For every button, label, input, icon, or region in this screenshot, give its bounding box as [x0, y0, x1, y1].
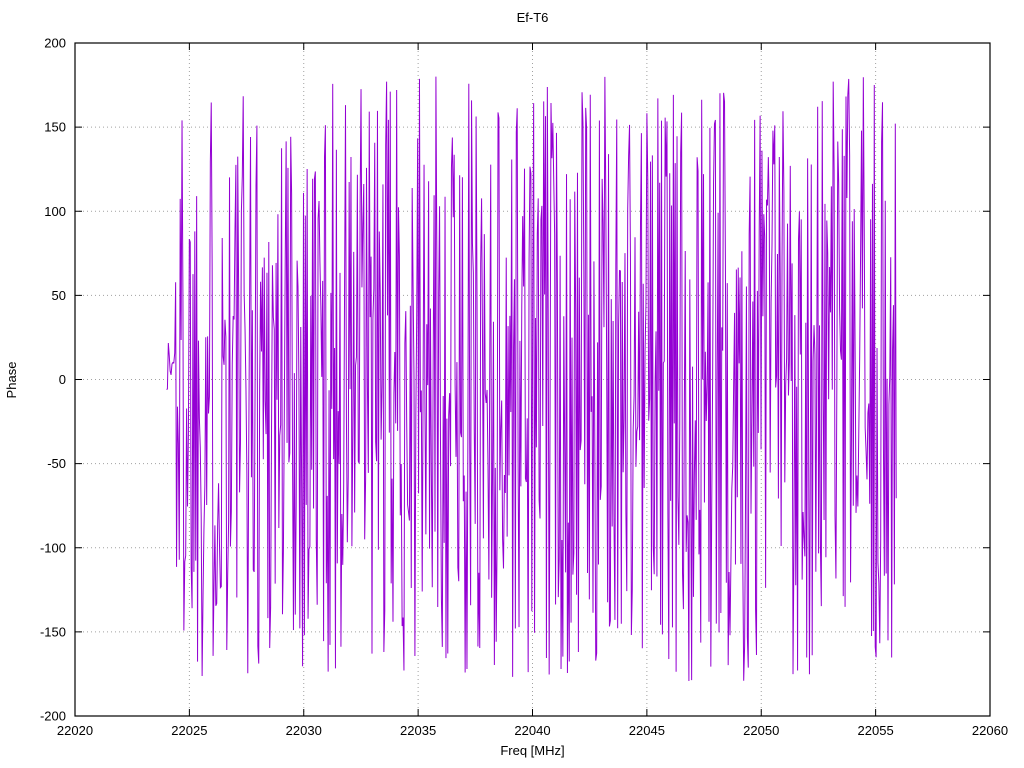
y-tick-label: 0 [59, 372, 66, 387]
y-tick-label: -200 [40, 709, 66, 724]
x-tick-label: 22030 [286, 723, 322, 738]
x-tick-label: 22060 [972, 723, 1008, 738]
phase-series-line [166, 76, 897, 681]
x-axis-label: Freq [MHz] [500, 743, 565, 758]
x-tick-label: 22035 [400, 723, 436, 738]
y-tick-label: 50 [52, 288, 66, 303]
y-tick-label: 200 [44, 36, 66, 51]
chart-title: Ef-T6 [516, 10, 549, 25]
x-tick-label: 22045 [629, 723, 665, 738]
x-tick-label: 22040 [514, 723, 550, 738]
x-tick-label: 22020 [57, 723, 93, 738]
x-tick-label: 22025 [171, 723, 207, 738]
y-tick-label: -100 [40, 540, 66, 555]
y-tick-label: -150 [40, 624, 66, 639]
y-tick-label: 150 [44, 120, 66, 135]
y-tick-label: -50 [47, 456, 66, 471]
x-tick-label: 22055 [858, 723, 894, 738]
y-tick-label: 100 [44, 204, 66, 219]
x-tick-label: 22050 [743, 723, 779, 738]
